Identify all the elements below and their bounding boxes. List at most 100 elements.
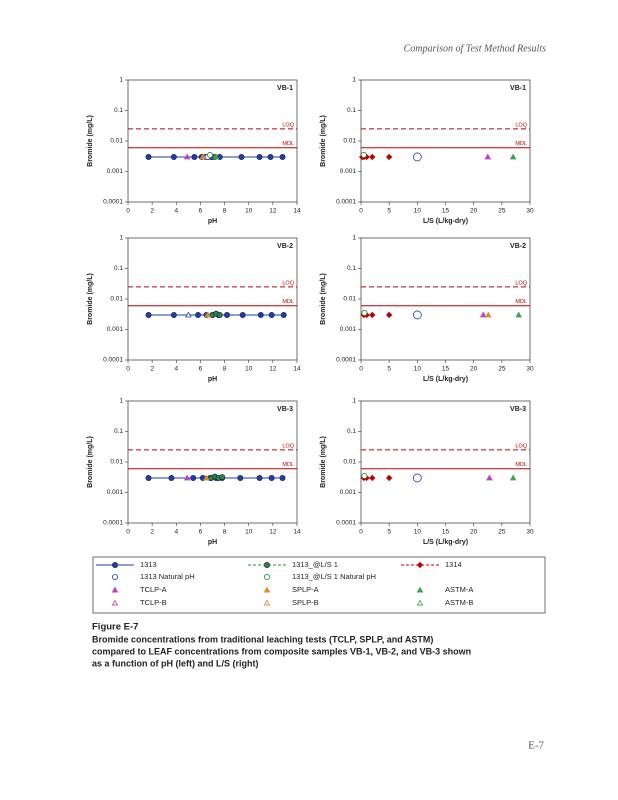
legend-label: 1313 Natural pH — [140, 572, 195, 581]
x-tick-label: 25 — [498, 366, 506, 373]
x-tick-label: 6 — [199, 366, 203, 373]
legend-item: ASTM-B — [416, 598, 473, 607]
y-tick-label: 0.01 — [110, 138, 123, 145]
x-tick-label: 8 — [223, 366, 227, 373]
y-tick-label: 0.01 — [343, 459, 356, 466]
marker — [145, 311, 152, 318]
legend-label: TCLP-B — [140, 598, 167, 607]
marker — [195, 311, 202, 318]
marker — [237, 474, 244, 481]
marker — [170, 153, 177, 160]
reference-label: LOQ — [282, 122, 294, 128]
marker — [361, 472, 368, 479]
reference-label: LOQ — [515, 443, 527, 449]
x-axis-label: L/S (L/kg-dry) — [423, 376, 468, 383]
y-tick-label: 1 — [119, 398, 123, 405]
marker — [204, 311, 211, 318]
marker — [191, 153, 198, 160]
x-tick-label: 15 — [442, 366, 450, 373]
y-axis-label: Bromide (mg/L) — [87, 273, 94, 325]
legend-label: 1314 — [445, 560, 462, 569]
reference-label: MDL — [282, 462, 294, 468]
running-header: Comparison of Test Method Results — [404, 43, 547, 54]
marker — [239, 311, 246, 318]
x-tick-label: 12 — [269, 208, 277, 215]
x-axis-label: pH — [208, 539, 217, 546]
x-tick-label: 10 — [414, 366, 422, 373]
y-tick-label: 0.1 — [347, 107, 356, 114]
y-axis-label: Bromide (mg/L) — [87, 115, 94, 167]
legend-box — [92, 556, 546, 614]
legend-label: 1313 — [140, 560, 157, 569]
legend-item: 1313_@L/S 1 — [248, 560, 338, 569]
x-tick-label: 6 — [199, 529, 203, 536]
marker — [416, 586, 424, 593]
reference-label: MDL — [515, 462, 527, 468]
legend-item: 1314 — [401, 560, 462, 569]
marker — [361, 309, 368, 316]
marker — [280, 311, 287, 318]
x-tick-label: 25 — [498, 529, 506, 536]
marker — [168, 474, 175, 481]
marker — [412, 473, 422, 483]
reference-label: MDL — [282, 299, 294, 305]
marker — [223, 311, 230, 318]
marker — [183, 474, 191, 481]
marker — [203, 474, 210, 481]
legend-label: 1313_@L/S 1 Natural pH — [292, 572, 376, 581]
x-tick-label: 12 — [269, 529, 277, 536]
marker — [190, 474, 197, 481]
y-tick-label: 0.01 — [343, 296, 356, 303]
y-axis-label: Bromide (mg/L) — [320, 273, 327, 325]
marker — [479, 311, 487, 318]
reference-label: LOQ — [282, 280, 294, 286]
x-tick-label: 2 — [150, 366, 154, 373]
marker — [112, 574, 119, 581]
legend-label: 1313_@L/S 1 — [292, 560, 338, 569]
panel-label: VB-2 — [277, 243, 293, 250]
x-tick-label: 4 — [174, 366, 178, 373]
legend-label: SPLP-B — [292, 598, 319, 607]
legend-item: 1313 Natural pH — [112, 572, 195, 581]
legend-item: ASTM-A — [416, 585, 473, 594]
legend-item: TCLP-A — [111, 585, 167, 594]
y-tick-label: 0.01 — [110, 459, 123, 466]
legend-item: 1313 — [96, 560, 157, 569]
y-tick-label: 0.001 — [107, 168, 124, 175]
marker — [207, 151, 214, 158]
marker — [485, 311, 492, 318]
y-tick-label: 0.001 — [107, 489, 124, 496]
x-tick-label: 20 — [470, 529, 478, 536]
y-tick-label: 0.0001 — [336, 520, 356, 527]
marker — [268, 474, 275, 481]
x-tick-label: 20 — [470, 366, 478, 373]
marker — [111, 586, 119, 593]
reference-label: MDL — [515, 141, 527, 147]
marker — [263, 599, 271, 606]
x-tick-label: 14 — [293, 366, 301, 373]
y-tick-label: 1 — [119, 77, 123, 84]
x-tick-label: 5 — [387, 366, 391, 373]
x-axis-label: L/S (L/kg-dry) — [423, 539, 468, 546]
y-tick-label: 1 — [352, 235, 356, 242]
x-tick-label: 15 — [442, 529, 450, 536]
marker — [256, 474, 263, 481]
x-tick-label: 0 — [359, 529, 363, 536]
caption-line: Bromide concentrations from traditional … — [92, 634, 433, 644]
x-tick-label: 14 — [293, 208, 301, 215]
marker — [111, 599, 119, 606]
panel-label: VB-3 — [277, 406, 293, 413]
x-tick-label: 20 — [470, 208, 478, 215]
marker — [412, 152, 422, 162]
marker — [256, 153, 263, 160]
x-tick-label: 10 — [414, 529, 422, 536]
x-tick-label: 0 — [359, 208, 363, 215]
panel-label: VB-2 — [510, 243, 526, 250]
marker — [360, 151, 367, 158]
marker — [212, 153, 220, 160]
legend-item: 1313_@L/S 1 Natural pH — [263, 572, 376, 581]
y-tick-label: 0.1 — [114, 107, 123, 114]
y-tick-label: 0.001 — [340, 489, 357, 496]
marker — [416, 561, 424, 569]
x-tick-label: 0 — [359, 366, 363, 373]
